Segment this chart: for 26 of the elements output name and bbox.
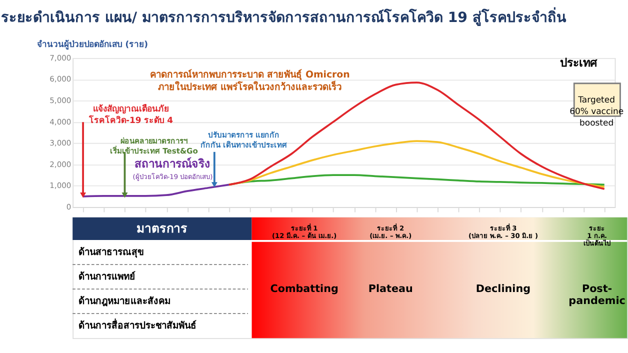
- annotation: ผ่อนคลายมาตรการฯ เริ่มเข้าประเทศ Test&Go: [110, 136, 198, 156]
- chart-title: ระยะดำเนินการ แผน/ มาตรการการบริหารจัดการสถานการณ์โรคโควิด 19 สู่โรคประจำถิ่น: [0, 6, 566, 26]
- y-tick-label: 5,000: [50, 96, 72, 105]
- annotation: สถานการณ์จริง: [134, 156, 211, 171]
- text: Plateau: [368, 282, 413, 295]
- annotation: ปรับมาตรการ แยกกัก กักกัน เดินทางเข้าประเทศ: [200, 130, 287, 150]
- category-label: ด้านการแพทย์: [78, 272, 136, 283]
- y-tick-label: 4,000: [50, 117, 72, 126]
- text: Combatting: [270, 282, 338, 295]
- category-label: ด้านกฎหมายและสังคม: [78, 296, 170, 308]
- annotation: ประเทศ: [560, 56, 598, 70]
- y-tick-label: 6,000: [50, 74, 72, 84]
- text: มาตรการ: [136, 221, 188, 236]
- y-tick-label: 1,000: [50, 181, 72, 190]
- y-tick-label: 2,000: [50, 160, 72, 169]
- y-tick-label: 3,000: [50, 138, 72, 148]
- category-label: ด้านสาธารณสุข: [78, 247, 144, 258]
- annotation: คาดการณ์หากพบการระบาด สายพันธุ์ Omicron ภายในประเทศ แพร่โรคในวงกว้างและรวดเร็ว: [150, 68, 350, 93]
- y-axis-title: จำนวนผู้ป่วยปอดอักเสบ (ราย): [37, 39, 148, 50]
- text: Declining: [476, 282, 531, 295]
- annotation: Targeted 60% vaccine boosted: [570, 94, 624, 128]
- category-label: ด้านการสื่อสารประชาสัมพันธ์: [78, 320, 196, 332]
- text: Post- pandemic: [568, 282, 626, 308]
- annotation: แจ้งสัญญาณเตือนภัย โรคโควิด-19 ระดับ 4: [88, 104, 174, 125]
- y-tick-label: 7,000: [50, 53, 72, 62]
- y-tick-label: 0: [66, 202, 72, 212]
